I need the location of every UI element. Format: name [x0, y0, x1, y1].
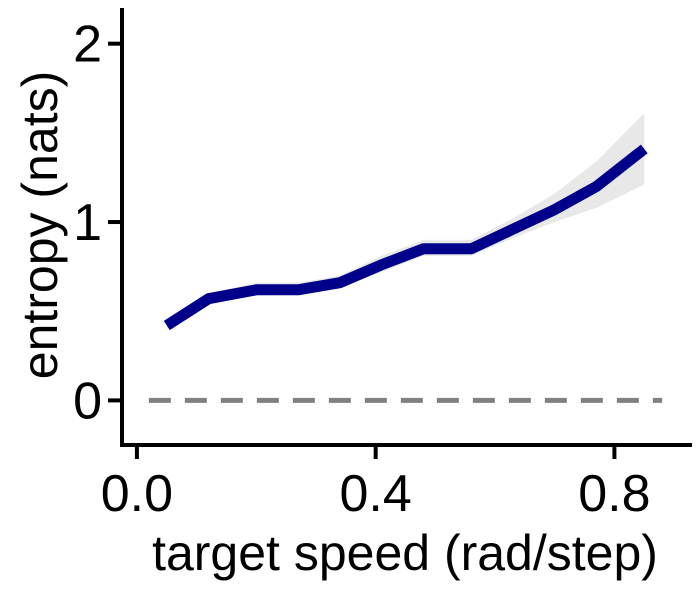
- x-axis-title: target speed (rad/step): [152, 525, 658, 581]
- confidence-band: [166, 113, 645, 330]
- y-axis-title: entropy (nats): [12, 71, 68, 379]
- axes-layer: [120, 8, 692, 447]
- entropy-series-line: [163, 144, 648, 331]
- y-tick-label: 1: [73, 194, 102, 252]
- y-tick-label: 0: [73, 372, 102, 430]
- series-line-layer: [163, 144, 648, 331]
- confidence-band-layer: [166, 113, 645, 330]
- y-tick-label: 2: [73, 16, 102, 74]
- ticks-layer: 0.0 0.4 0.8 0 1 2: [73, 16, 650, 523]
- x-tick-label: 0.8: [578, 465, 650, 523]
- x-tick-label: 0.4: [340, 465, 412, 523]
- x-tick-label: 0.0: [101, 465, 173, 523]
